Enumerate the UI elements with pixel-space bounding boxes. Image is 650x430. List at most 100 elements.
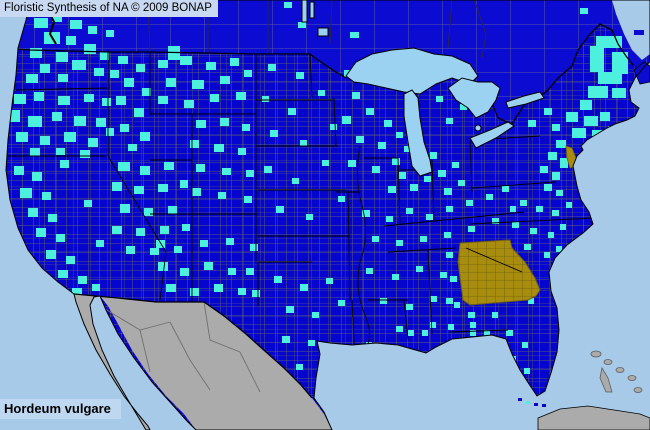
county-record: [56, 148, 65, 155]
county-record: [612, 52, 628, 74]
county-record: [282, 336, 290, 343]
county-record: [218, 192, 226, 199]
county-record: [566, 112, 578, 122]
county-record: [430, 152, 437, 159]
county-record: [166, 284, 176, 292]
county-record: [66, 36, 76, 45]
county-record: [244, 70, 252, 77]
county-record: [34, 18, 48, 28]
county-record: [204, 262, 213, 270]
county-record: [158, 262, 168, 271]
county-record: [566, 202, 572, 208]
county-record: [228, 268, 236, 275]
county-record: [46, 250, 56, 259]
county-record: [416, 266, 423, 272]
county-record: [28, 208, 38, 217]
county-record: [366, 108, 374, 115]
county-record: [20, 188, 32, 198]
county-record: [384, 120, 392, 127]
county-record: [144, 208, 153, 216]
county-record: [540, 166, 548, 173]
county-record: [426, 214, 433, 220]
county-record: [552, 210, 559, 216]
county-record: [250, 244, 258, 251]
county-record: [380, 298, 387, 304]
county-record: [520, 200, 527, 206]
county-records-layer: [10, 2, 628, 387]
county-record: [100, 52, 109, 60]
county-record: [192, 80, 204, 89]
county-record: [306, 214, 313, 220]
county-record: [348, 160, 356, 167]
county-record: [448, 324, 454, 330]
county-record: [196, 120, 206, 128]
county-record: [34, 92, 44, 101]
county-record: [66, 256, 75, 264]
county-record: [78, 276, 87, 284]
county-record: [460, 104, 467, 110]
county-record: [136, 64, 145, 72]
county-record: [244, 196, 252, 203]
county-record: [492, 312, 498, 318]
county-record: [436, 96, 443, 102]
county-record: [56, 234, 65, 242]
county-record: [120, 204, 130, 213]
county-record: [142, 88, 151, 96]
county-record: [396, 132, 403, 138]
county-record: [372, 236, 379, 242]
county-record: [106, 128, 114, 136]
county-record: [420, 236, 427, 242]
county-record: [80, 150, 90, 158]
county-record: [392, 158, 400, 165]
county-record: [52, 112, 62, 121]
county-record: [252, 290, 260, 297]
county-record: [40, 64, 50, 73]
county-record: [180, 180, 188, 188]
county-record: [196, 164, 205, 172]
county-record: [528, 120, 536, 127]
county-record: [246, 170, 254, 177]
map-title: Floristic Synthesis of NA © 2009 BONAP: [4, 2, 212, 14]
county-record: [274, 276, 282, 283]
county-record: [58, 74, 68, 82]
county-record: [300, 284, 308, 291]
county-record: [530, 228, 537, 234]
county-record: [150, 248, 159, 255]
county-record: [58, 270, 68, 278]
county-record: [88, 26, 97, 34]
county-record: [180, 56, 192, 65]
county-record: [60, 160, 69, 168]
county-record: [470, 322, 476, 328]
county-record: [524, 244, 531, 250]
county-record: [112, 226, 122, 234]
county-record: [288, 108, 296, 115]
county-record: [544, 184, 552, 191]
county-record: [410, 184, 418, 191]
county-record: [544, 108, 552, 115]
county-record: [190, 288, 199, 296]
county-record: [338, 300, 345, 306]
county-record: [446, 298, 453, 304]
county-record: [398, 172, 406, 179]
county-record: [350, 32, 359, 38]
county-record: [158, 60, 168, 68]
county-record: [210, 94, 219, 102]
county-record: [120, 124, 129, 132]
county-record: [430, 322, 436, 328]
county-record: [296, 364, 303, 370]
county-record: [174, 246, 182, 253]
county-record: [184, 100, 194, 108]
county-record: [246, 268, 254, 275]
county-record: [118, 162, 130, 171]
county-record: [308, 340, 315, 346]
county-record: [140, 132, 150, 141]
county-record: [190, 140, 199, 148]
county-record: [556, 190, 563, 196]
county-record: [560, 224, 566, 230]
county-record: [238, 288, 246, 295]
county-record: [408, 330, 414, 336]
county-record: [10, 110, 20, 122]
county-record: [598, 72, 622, 84]
county-record: [458, 180, 465, 186]
